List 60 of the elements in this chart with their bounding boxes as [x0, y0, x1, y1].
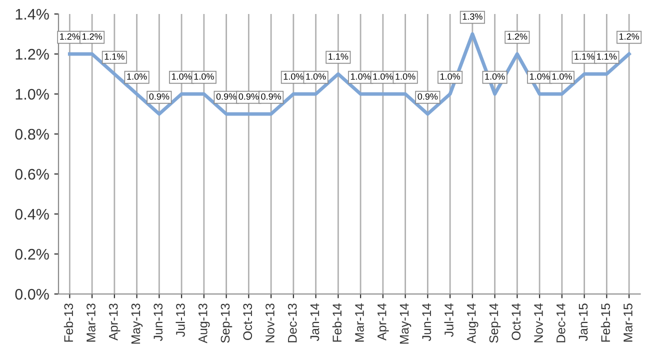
- data-label: 1.0%: [127, 73, 147, 80]
- data-label: 1.2%: [82, 33, 102, 40]
- data-label: 0.9%: [149, 93, 170, 100]
- data-label: 1.0%: [284, 73, 304, 80]
- x-tick-label: Apr-14: [378, 303, 389, 341]
- data-label: 0.9%: [238, 93, 259, 100]
- x-tick-label: Dec-14: [556, 303, 566, 342]
- data-label: 0.9%: [216, 93, 236, 100]
- data-label: 1.1%: [328, 53, 348, 60]
- data-label: 0.9%: [261, 93, 282, 100]
- data-label: 1.0%: [373, 73, 393, 80]
- data-label: 1.3%: [462, 13, 482, 20]
- y-tick-label: 1.0%: [16, 88, 49, 100]
- data-label: 1.0%: [396, 73, 416, 80]
- x-tick-label: Nov-13: [266, 304, 274, 342]
- x-tick-label: Apr-13: [108, 304, 120, 341]
- data-label: 1.0%: [552, 73, 572, 80]
- x-tick-label: Feb-15: [600, 304, 610, 342]
- x-tick-label: Dec-13: [288, 304, 297, 342]
- x-tick-label: Feb-14: [332, 303, 342, 342]
- data-label: 1.1%: [574, 53, 594, 60]
- x-tick-label: May-14: [400, 303, 412, 344]
- y-tick-label: 1.2%: [16, 48, 49, 60]
- y-tick-label: 0.2%: [15, 248, 49, 260]
- x-tick-label: Mar-15: [624, 304, 632, 342]
- x-tick-label: Sep-14: [489, 303, 501, 343]
- x-tick-label: Sep-13: [220, 304, 232, 343]
- x-tick-label: Jan-14: [310, 303, 320, 342]
- x-tick-label: May-13: [131, 304, 143, 344]
- y-tick-label: 0.8%: [15, 128, 49, 140]
- x-tick-label: Mar-14: [355, 303, 364, 342]
- data-label: 1.2%: [60, 33, 80, 40]
- data-label: 1.0%: [306, 73, 326, 80]
- x-tick-label: Aug-14: [467, 303, 478, 344]
- x-tick-label: Jul-13: [176, 304, 185, 337]
- y-tick-label: 0.4%: [15, 208, 49, 220]
- x-tick-label: Jun-13: [154, 304, 163, 342]
- x-tick-label: Jun-14: [422, 303, 432, 342]
- data-label: 1.0%: [194, 73, 214, 80]
- y-tick-label: 0.6%: [15, 168, 49, 180]
- data-label: 1.0%: [350, 73, 371, 80]
- x-tick-label: Oct-13: [243, 304, 252, 340]
- x-tick-label: Aug-13: [198, 304, 210, 344]
- data-label: 1.0%: [172, 73, 192, 80]
- data-label: 1.2%: [508, 33, 528, 40]
- data-label: 1.2%: [619, 33, 640, 40]
- data-label: 1.0%: [530, 73, 550, 80]
- data-label: 1.0%: [485, 73, 505, 80]
- x-tick-label: Nov-14: [534, 303, 543, 342]
- data-label: 1.1%: [104, 53, 124, 60]
- x-tick-label: Jul-14: [444, 303, 454, 337]
- data-label: 1.0%: [440, 73, 460, 80]
- x-tick-label: Mar-13: [86, 304, 96, 342]
- x-tick-label: Feb-13: [64, 304, 74, 342]
- x-tick-label: Oct-14: [512, 303, 521, 340]
- data-label: 0.9%: [418, 93, 438, 100]
- data-label: 1.1%: [597, 53, 617, 60]
- y-tick-label: 1.4%: [16, 8, 49, 20]
- x-tick-label: Jan-15: [578, 304, 588, 342]
- y-tick-label: 0.0%: [15, 288, 49, 300]
